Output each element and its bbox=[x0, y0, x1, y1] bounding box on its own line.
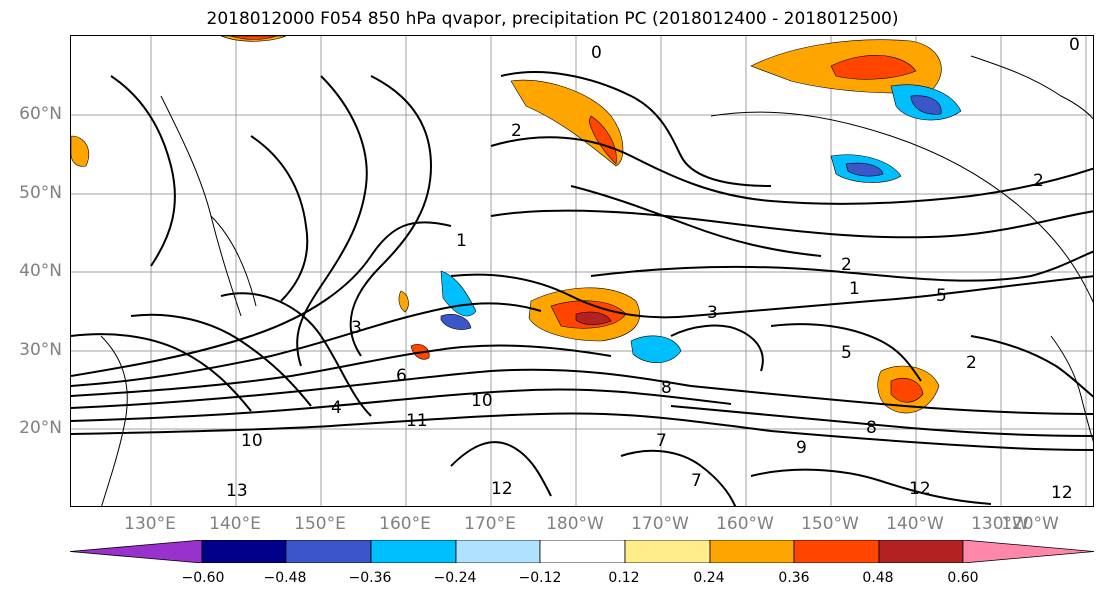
lon-label: 170°E bbox=[464, 514, 516, 534]
contour-label: 1 bbox=[456, 231, 467, 251]
colorbar-tick: 0.12 bbox=[608, 570, 640, 586]
colorbar-cell bbox=[878, 540, 964, 563]
contour-label: 10 bbox=[241, 431, 263, 451]
colorbar-cell bbox=[70, 540, 203, 563]
map-canvas: 0 0 1 1 2 2 2 2 3 3 4 5 5 6 7 7 8 8 9 10… bbox=[71, 36, 1093, 506]
colorbar-cell bbox=[201, 540, 287, 563]
qvapor-contours bbox=[71, 71, 1093, 506]
contour-label: 1 bbox=[849, 279, 860, 299]
contour-label: 12 bbox=[491, 479, 513, 499]
colorbar-cell bbox=[793, 540, 880, 563]
lat-label: 60°N bbox=[19, 104, 62, 124]
contour-label: 0 bbox=[1069, 36, 1080, 55]
colorbar-cell bbox=[624, 540, 711, 563]
colorbar-tick: −0.48 bbox=[263, 570, 307, 586]
colorbar-tick: 0.36 bbox=[778, 570, 810, 586]
colorbar-tick: −0.12 bbox=[518, 570, 562, 586]
contour-label: 2 bbox=[841, 255, 852, 275]
contour-label: 2 bbox=[511, 121, 522, 141]
contour-label: 5 bbox=[841, 343, 852, 363]
lon-label: 150°E bbox=[294, 514, 346, 534]
precip-shading bbox=[71, 36, 962, 414]
contour-label: 0 bbox=[591, 43, 602, 63]
contour-label: 6 bbox=[396, 366, 407, 386]
contour-label: 7 bbox=[691, 471, 702, 491]
contour-label: 4 bbox=[331, 398, 342, 418]
contour-label: 12 bbox=[1051, 483, 1073, 503]
lon-label: 150°W bbox=[801, 514, 859, 534]
lon-label: 120°W bbox=[1001, 514, 1059, 534]
colorbar-tick: −0.36 bbox=[348, 570, 392, 586]
contour-label: 8 bbox=[661, 378, 672, 398]
colorbar-cell bbox=[285, 540, 372, 563]
contour-label: 2 bbox=[1033, 171, 1044, 191]
lon-label: 170°W bbox=[631, 514, 689, 534]
colorbar-tick: 0.24 bbox=[693, 570, 725, 586]
colorbar-cell bbox=[539, 540, 626, 563]
contour-label: 3 bbox=[351, 318, 362, 338]
contour-label: 13 bbox=[226, 481, 248, 501]
map-panel: 0 0 1 1 2 2 2 2 3 3 4 5 5 6 7 7 8 8 9 10… bbox=[70, 35, 1094, 507]
colorbar-tick: 0.48 bbox=[862, 570, 894, 586]
colorbar-cell bbox=[455, 540, 541, 563]
coastlines bbox=[100, 55, 1093, 506]
contour-labels: 0 0 1 1 2 2 2 2 3 3 4 5 5 6 7 7 8 8 9 10… bbox=[226, 36, 1080, 503]
colorbar-tick: 0.60 bbox=[947, 570, 979, 586]
contour-label: 9 bbox=[796, 438, 807, 458]
plot-title: 2018012000 F054 850 hPa qvapor, precipit… bbox=[206, 9, 899, 29]
colorbar-cell bbox=[709, 540, 795, 563]
lon-label: 180°W bbox=[546, 514, 604, 534]
colorbar-tick: −0.60 bbox=[181, 570, 225, 586]
lon-label: 160°W bbox=[716, 514, 774, 534]
lon-label: 130°E bbox=[124, 514, 176, 534]
lat-label: 20°N bbox=[19, 418, 62, 438]
contour-label: 2 bbox=[966, 353, 977, 373]
lat-label: 50°N bbox=[19, 183, 62, 203]
contour-label: 10 bbox=[471, 391, 493, 411]
contour-label: 8 bbox=[866, 418, 877, 438]
contour-label: 7 bbox=[656, 431, 667, 451]
colorbar bbox=[70, 540, 1094, 563]
colorbar-cell bbox=[370, 540, 457, 563]
lat-label: 40°N bbox=[19, 261, 62, 281]
contour-label: 5 bbox=[936, 286, 947, 306]
lon-label: 160°E bbox=[379, 514, 431, 534]
contour-label: 11 bbox=[406, 411, 428, 431]
contour-label: 12 bbox=[909, 479, 931, 499]
lon-label: 140°E bbox=[209, 514, 261, 534]
lon-label: 130°W bbox=[971, 514, 1029, 534]
lat-label: 30°N bbox=[19, 340, 62, 360]
contour-label: 3 bbox=[707, 303, 718, 323]
colorbar-tick: −0.24 bbox=[433, 570, 477, 586]
colorbar-cell bbox=[962, 540, 1094, 563]
lon-label: 140°W bbox=[886, 514, 944, 534]
